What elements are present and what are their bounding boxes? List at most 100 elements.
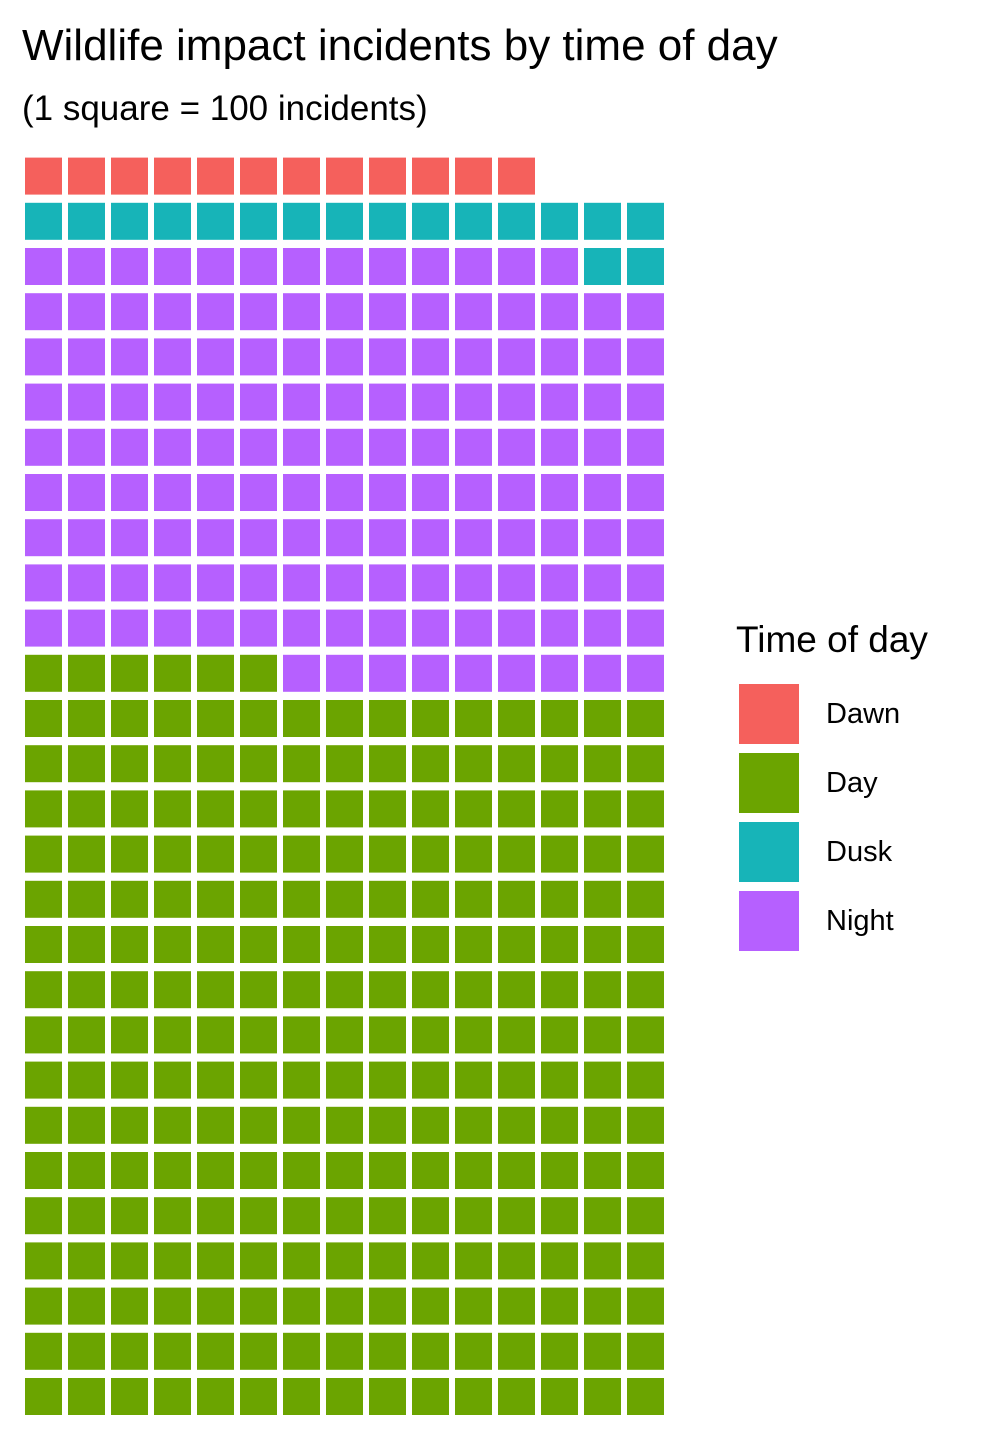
waffle-square-day: [498, 790, 535, 828]
waffle-square-day: [455, 1242, 492, 1280]
waffle-square-night: [584, 564, 621, 602]
waffle-square-day: [326, 1197, 363, 1235]
waffle-square-day: [627, 1287, 664, 1325]
waffle-square-day: [455, 1197, 492, 1235]
waffle-square-day: [25, 1197, 62, 1235]
waffle-square-day: [240, 1287, 277, 1325]
waffle-square-day: [584, 835, 621, 873]
waffle-square-day: [154, 835, 191, 873]
waffle-square-day: [68, 1332, 105, 1370]
waffle-square-day: [627, 926, 664, 963]
waffle-square-night: [498, 293, 535, 331]
waffle-square-night: [541, 383, 578, 421]
waffle-square-night: [541, 474, 578, 511]
waffle-square-day: [627, 1016, 664, 1054]
waffle-square-day: [25, 1378, 62, 1415]
waffle-square-night: [283, 383, 320, 421]
waffle-square-day: [283, 1152, 320, 1189]
waffle-square-night: [68, 428, 105, 466]
waffle-square-day: [25, 1242, 62, 1280]
waffle-square-day: [369, 1332, 406, 1370]
waffle-square-dusk: [25, 202, 62, 240]
chart-title: Wildlife impact incidents by time of day: [22, 21, 778, 70]
waffle-square-day: [154, 790, 191, 828]
waffle-square-day: [498, 745, 535, 783]
waffle-square-dusk: [627, 202, 664, 240]
waffle-square-day: [197, 700, 234, 737]
waffle-square-night: [111, 564, 148, 602]
waffle-square-dusk: [498, 202, 535, 240]
waffle-square-day: [111, 926, 148, 963]
waffle-square-night: [541, 428, 578, 466]
waffle-square-dawn: [25, 157, 62, 195]
waffle-square-day: [111, 790, 148, 828]
waffle-square-dusk: [326, 202, 363, 240]
waffle-square-night: [68, 338, 105, 376]
waffle-square-day: [111, 971, 148, 1009]
waffle-square-day: [369, 1287, 406, 1325]
waffle-square-night: [412, 293, 449, 331]
waffle-square-night: [326, 519, 363, 557]
legend-item-day: Day: [736, 753, 996, 822]
waffle-square-day: [455, 926, 492, 963]
waffle-square-night: [154, 519, 191, 557]
waffle-square-day: [412, 1016, 449, 1054]
waffle-square-day: [240, 1242, 277, 1280]
waffle-square-day: [455, 1061, 492, 1099]
waffle-square-day: [326, 1287, 363, 1325]
waffle-square-night: [412, 383, 449, 421]
waffle-square-day: [326, 1152, 363, 1189]
waffle-square-night: [197, 519, 234, 557]
waffle-square-day: [197, 880, 234, 918]
waffle-square-day: [154, 654, 191, 692]
waffle-square-day: [627, 745, 664, 783]
waffle-square-day: [541, 1242, 578, 1280]
waffle-square-day: [154, 1061, 191, 1099]
waffle-square-day: [240, 880, 277, 918]
waffle-square-day: [369, 971, 406, 1009]
waffle-square-dawn: [412, 157, 449, 195]
waffle-square-day: [455, 1332, 492, 1370]
waffle-square-dusk: [283, 202, 320, 240]
waffle-square-day: [68, 790, 105, 828]
waffle-square-day: [25, 1332, 62, 1370]
waffle-square-day: [154, 745, 191, 783]
waffle-square-night: [240, 248, 277, 285]
waffle-square-day: [584, 1016, 621, 1054]
waffle-square-night: [584, 338, 621, 376]
waffle-square-dawn: [283, 157, 320, 195]
waffle-square-day: [412, 1197, 449, 1235]
waffle-square-night: [455, 519, 492, 557]
waffle-square-night: [197, 338, 234, 376]
waffle-square-day: [68, 926, 105, 963]
waffle-square-day: [369, 745, 406, 783]
waffle-square-day: [25, 880, 62, 918]
waffle-square-dawn: [111, 157, 148, 195]
waffle-square-night: [412, 609, 449, 647]
waffle-square-day: [154, 1378, 191, 1415]
waffle-square-dawn: [197, 157, 234, 195]
waffle-square-night: [25, 609, 62, 647]
waffle-square-day: [584, 745, 621, 783]
waffle-square-day: [240, 654, 277, 692]
waffle-square-day: [584, 1332, 621, 1370]
waffle-square-dawn: [240, 157, 277, 195]
waffle-square-night: [111, 428, 148, 466]
waffle-square-night: [326, 248, 363, 285]
waffle-square-day: [541, 971, 578, 1009]
waffle-square-day: [68, 1378, 105, 1415]
waffle-square-day: [240, 1378, 277, 1415]
waffle-square-day: [627, 1106, 664, 1144]
waffle-square-night: [283, 428, 320, 466]
waffle-square-day: [498, 700, 535, 737]
waffle-square-night: [25, 519, 62, 557]
waffle-square-day: [412, 1378, 449, 1415]
legend-item-night: Night: [736, 891, 996, 960]
waffle-square-day: [197, 1061, 234, 1099]
waffle-square-night: [240, 428, 277, 466]
waffle-square-night: [154, 609, 191, 647]
waffle-square-day: [326, 1378, 363, 1415]
waffle-square-night: [541, 564, 578, 602]
waffle-square-day: [455, 745, 492, 783]
waffle-square-night: [197, 428, 234, 466]
